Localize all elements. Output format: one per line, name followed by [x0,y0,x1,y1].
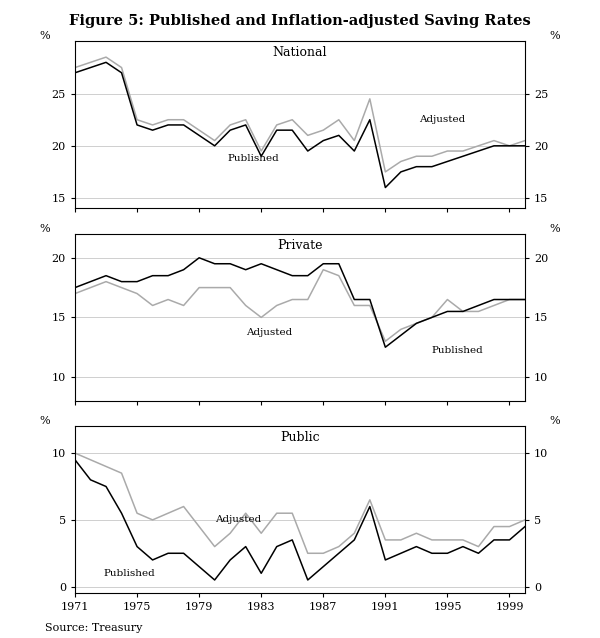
Text: %: % [40,417,50,426]
Text: %: % [40,224,50,234]
Text: %: % [550,31,560,41]
Text: Public: Public [280,431,320,445]
Text: Adjusted: Adjusted [419,115,466,124]
Text: Source: Treasury: Source: Treasury [45,623,142,633]
Text: National: National [273,47,327,59]
Text: Private: Private [277,239,323,252]
Text: Published: Published [432,346,484,355]
Text: Published: Published [227,154,280,163]
Text: Adjusted: Adjusted [215,516,261,524]
Text: Adjusted: Adjusted [246,329,292,338]
Text: Figure 5: Published and Inflation-adjusted Saving Rates: Figure 5: Published and Inflation-adjust… [69,14,531,28]
Text: %: % [550,417,560,426]
Text: %: % [40,31,50,41]
Text: %: % [550,224,560,234]
Text: Published: Published [103,569,155,578]
